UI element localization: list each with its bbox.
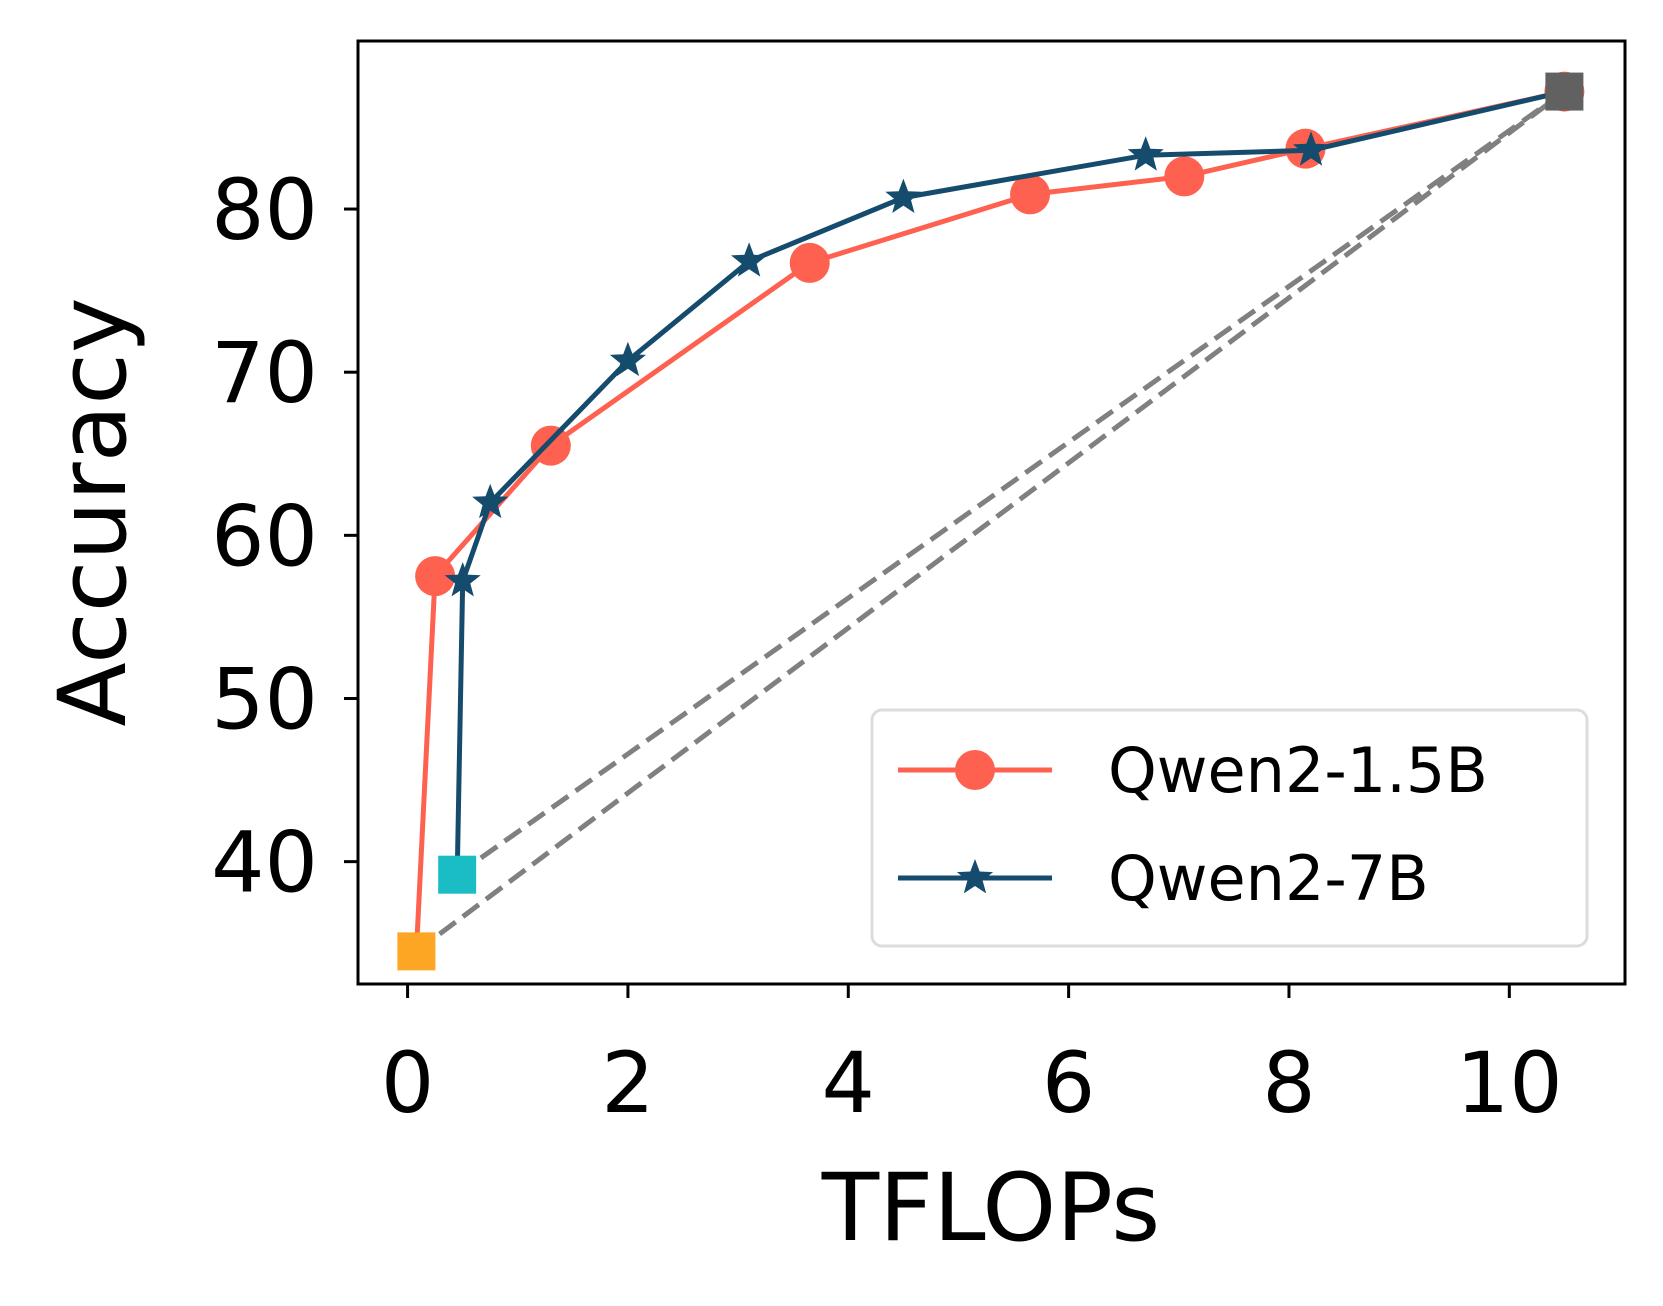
start-segment-2: [454, 580, 466, 875]
data-point-qwen2-7b: [1292, 131, 1330, 166]
x-tick-label: 0: [381, 1034, 434, 1132]
series-line-qwen2-7b: [460, 89, 1565, 582]
legend: Qwen2-1.5B Qwen2-7B: [870, 708, 1589, 948]
y-axis-label: Accuracy: [39, 297, 148, 726]
reference-line-2: [455, 89, 1566, 877]
data-point-qwen2-1-5b: [789, 242, 830, 283]
data-point-qwen2-7b: [1127, 136, 1164, 171]
data-point-qwen2-1-5b: [1164, 156, 1205, 197]
data-point-qwen2-1-5b: [415, 556, 456, 597]
x-tick-label: 8: [1262, 1034, 1315, 1132]
start-segment-1: [413, 575, 438, 952]
medium-model-anchor: [438, 855, 477, 894]
x-tick-label: 10: [1456, 1034, 1563, 1132]
data-point-qwen2-7b: [609, 341, 646, 377]
x-tick-label: 4: [822, 1034, 875, 1132]
legend-marker-qwen2-7b: [956, 859, 994, 894]
data-point-qwen2-7b: [444, 562, 481, 597]
y-tick-label: 80: [211, 161, 318, 259]
data-point-qwen2-1-5b: [530, 425, 571, 466]
y-tick-label: 40: [211, 814, 318, 912]
x-tick-label: 6: [1042, 1034, 1095, 1132]
data-point-qwen2-7b: [885, 178, 922, 213]
small-model-anchor: [397, 932, 436, 971]
data-point-qwen2-7b: [472, 483, 509, 519]
legend-label-qwen2-1-5b: Qwen2-1.5B: [1108, 734, 1488, 807]
y-tick-label: 70: [211, 324, 318, 422]
plot-area: [397, 71, 1585, 971]
x-tick-label: 2: [601, 1034, 654, 1132]
data-point-qwen2-7b: [731, 242, 768, 277]
legend-label-qwen2-7b: Qwen2-7B: [1108, 842, 1429, 915]
x-axis-label: TFLOPs: [821, 1154, 1161, 1263]
data-point-qwen2-1-5b: [1010, 174, 1051, 215]
axis-ticks: 0 2 4 6 8 10 40 50 60 70 80: [211, 161, 1563, 1132]
reference-line-1: [414, 89, 1566, 954]
axes-frame: [356, 39, 1627, 986]
legend-marker-qwen2-1-5b: [955, 750, 995, 790]
large-model-anchor: [1545, 72, 1584, 111]
y-tick-label: 50: [211, 650, 318, 748]
y-tick-label: 60: [211, 487, 318, 585]
